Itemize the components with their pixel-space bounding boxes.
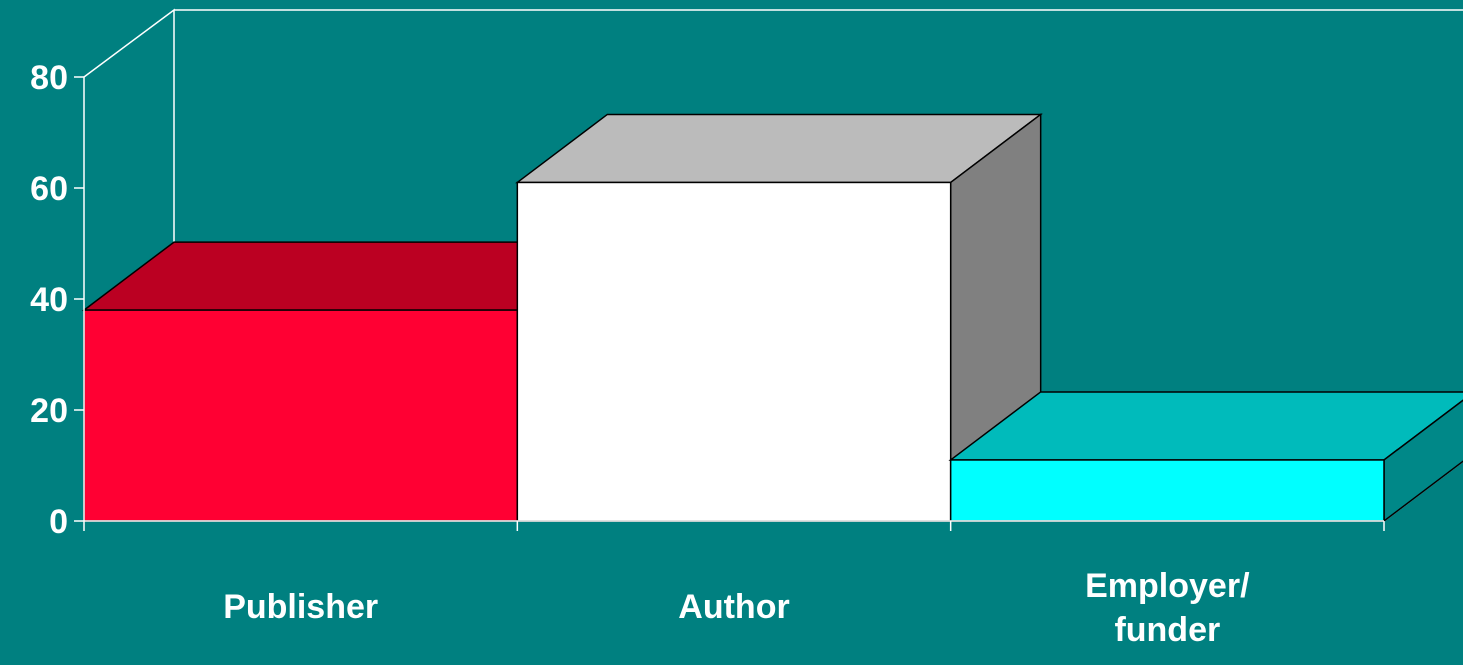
- bar-front-face: [516, 181, 952, 522]
- bar-top-face: [515, 113, 1043, 184]
- y-tick-label: 0: [49, 503, 68, 541]
- bar-front-face: [949, 459, 1385, 522]
- bar-front-face: [83, 309, 519, 522]
- y-tick-label: 40: [30, 281, 68, 319]
- x-axis-labels: Publisher Author Employer/funder: [223, 567, 1250, 649]
- x-category-label: Employer/: [1085, 567, 1250, 605]
- x-category-label: funder: [1114, 611, 1220, 649]
- bar: [948, 391, 1463, 523]
- bars: [81, 112, 1463, 523]
- y-axis-ticks: 0 20 40 60 80: [30, 59, 84, 541]
- x-category-label: Publisher: [223, 588, 378, 626]
- y-tick-label: 20: [30, 392, 68, 430]
- y-tick-label: 60: [30, 170, 68, 208]
- bar: [515, 112, 1043, 523]
- y-tick-label: 80: [30, 59, 68, 97]
- bar-top-face: [948, 391, 1463, 461]
- x-category-label: Author: [678, 588, 789, 626]
